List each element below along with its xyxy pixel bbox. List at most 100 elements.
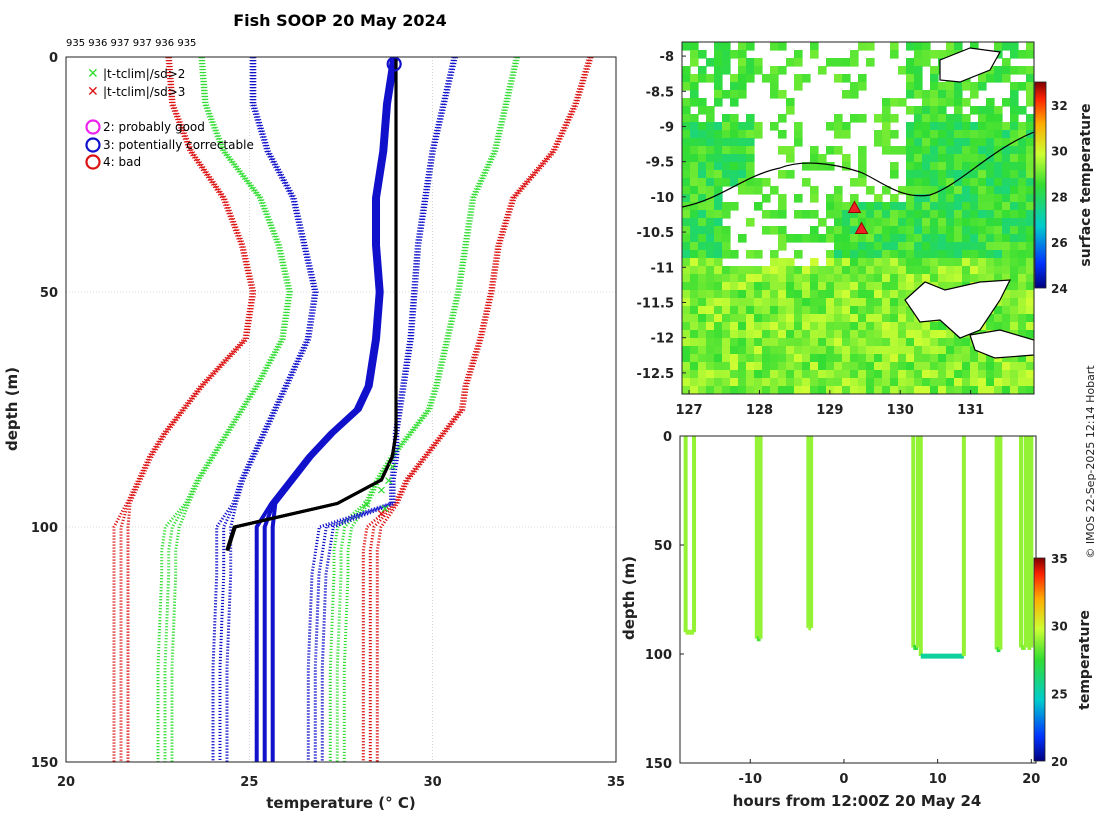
- sst-cell: [930, 74, 939, 83]
- sst-cell: [946, 346, 955, 355]
- sst-cell: [906, 74, 915, 83]
- sst-cell: [714, 258, 723, 267]
- sst-cell: [858, 322, 867, 331]
- sst-cell: [1026, 314, 1034, 323]
- sst-cell: [746, 362, 755, 371]
- sst-cell: [778, 338, 787, 347]
- sst-cell: [714, 282, 723, 291]
- sst-cell: [722, 354, 731, 363]
- map-x-tick-label: 131: [957, 403, 984, 418]
- sst-cell: [994, 242, 1003, 251]
- sst-cell: [994, 186, 1003, 195]
- sst-cell: [810, 42, 819, 51]
- sst-cell: [986, 186, 995, 195]
- sst-cell: [866, 258, 875, 267]
- sst-cell: [770, 66, 779, 75]
- sst-cell: [1002, 154, 1011, 163]
- sst-cell: [826, 58, 835, 67]
- map-x-tick-label: 130: [887, 403, 914, 418]
- sst-cell: [754, 314, 763, 323]
- sst-cell: [746, 298, 755, 307]
- sst-cell: [1018, 82, 1027, 91]
- sst-cell: [962, 370, 971, 379]
- sst-cell: [690, 314, 699, 323]
- sst-cell: [1018, 378, 1027, 387]
- sst-cell: [770, 42, 779, 51]
- sst-cell: [946, 194, 955, 203]
- sst-cell: [698, 122, 707, 131]
- sst-cell: [706, 354, 715, 363]
- sst-cell: [794, 306, 803, 315]
- sst-cell: [874, 346, 883, 355]
- sst-cell: [762, 346, 771, 355]
- sst-cell: [834, 58, 843, 67]
- sst-cell: [682, 226, 691, 235]
- sst-cell: [858, 170, 867, 179]
- sst-cell: [866, 354, 875, 363]
- sst-cell: [970, 378, 979, 387]
- time-y-tick-label: 0: [663, 430, 672, 445]
- sst-cell: [738, 274, 747, 283]
- sst-cell: [842, 362, 851, 371]
- sst-cell: [706, 138, 715, 147]
- sst-cell: [786, 154, 795, 163]
- sst-cell: [786, 346, 795, 355]
- sst-cell: [954, 274, 963, 283]
- sst-cell: [1018, 322, 1027, 331]
- sst-cell: [810, 194, 819, 203]
- sst-cell: [906, 362, 915, 371]
- sst-cell: [786, 370, 795, 379]
- sst-cell: [714, 338, 723, 347]
- sst-cell: [794, 250, 803, 259]
- sst-cell: [698, 346, 707, 355]
- sst-cell: [978, 226, 987, 235]
- sst-cell: [762, 298, 771, 307]
- y-tick-label: 150: [31, 756, 58, 771]
- sst-cell: [722, 234, 731, 243]
- sst-cell: [954, 226, 963, 235]
- sst-cell: [978, 242, 987, 251]
- sst-cell: [906, 258, 915, 267]
- sst-cell: [906, 218, 915, 227]
- sst-cell: [746, 290, 755, 299]
- sst-cell: [682, 66, 691, 75]
- sst-cell: [970, 370, 979, 379]
- sst-cell: [1010, 98, 1019, 107]
- sst-cell: [826, 290, 835, 299]
- map-axes-frame: [681, 41, 1035, 395]
- sst-cell: [930, 234, 939, 243]
- sst-cell: [866, 234, 875, 243]
- sst-cell: [858, 162, 867, 171]
- sst-cell: [778, 314, 787, 323]
- sst-cell: [874, 322, 883, 331]
- sst-cell: [946, 234, 955, 243]
- sst-cell: [1026, 202, 1034, 211]
- sst-cell: [994, 274, 1003, 283]
- sst-cell: [946, 330, 955, 339]
- sst-cell: [786, 146, 795, 155]
- sst-cell: [754, 386, 763, 394]
- sst-cell: [946, 250, 955, 259]
- sst-cell: [786, 106, 795, 115]
- sst-cell: [930, 82, 939, 91]
- sst-cell: [874, 386, 883, 394]
- sst-cell: [746, 146, 755, 155]
- sst-cell: [698, 338, 707, 347]
- sst-cell: [794, 354, 803, 363]
- sst-cell: [978, 386, 987, 394]
- sst-cell: [826, 234, 835, 243]
- sst-cell: [938, 90, 947, 99]
- sst-cell: [778, 330, 787, 339]
- sst-cell: [834, 306, 843, 315]
- sst-cell: [754, 362, 763, 371]
- sst-cell: [858, 386, 867, 394]
- sst-cell: [762, 314, 771, 323]
- sst-cell: [986, 154, 995, 163]
- sst-cell: [714, 314, 723, 323]
- sst-cell: [938, 354, 947, 363]
- sst-cell: [978, 362, 987, 371]
- sst-cell: [834, 74, 843, 83]
- sst-cell: [922, 378, 931, 387]
- sst-cell: [1002, 58, 1011, 67]
